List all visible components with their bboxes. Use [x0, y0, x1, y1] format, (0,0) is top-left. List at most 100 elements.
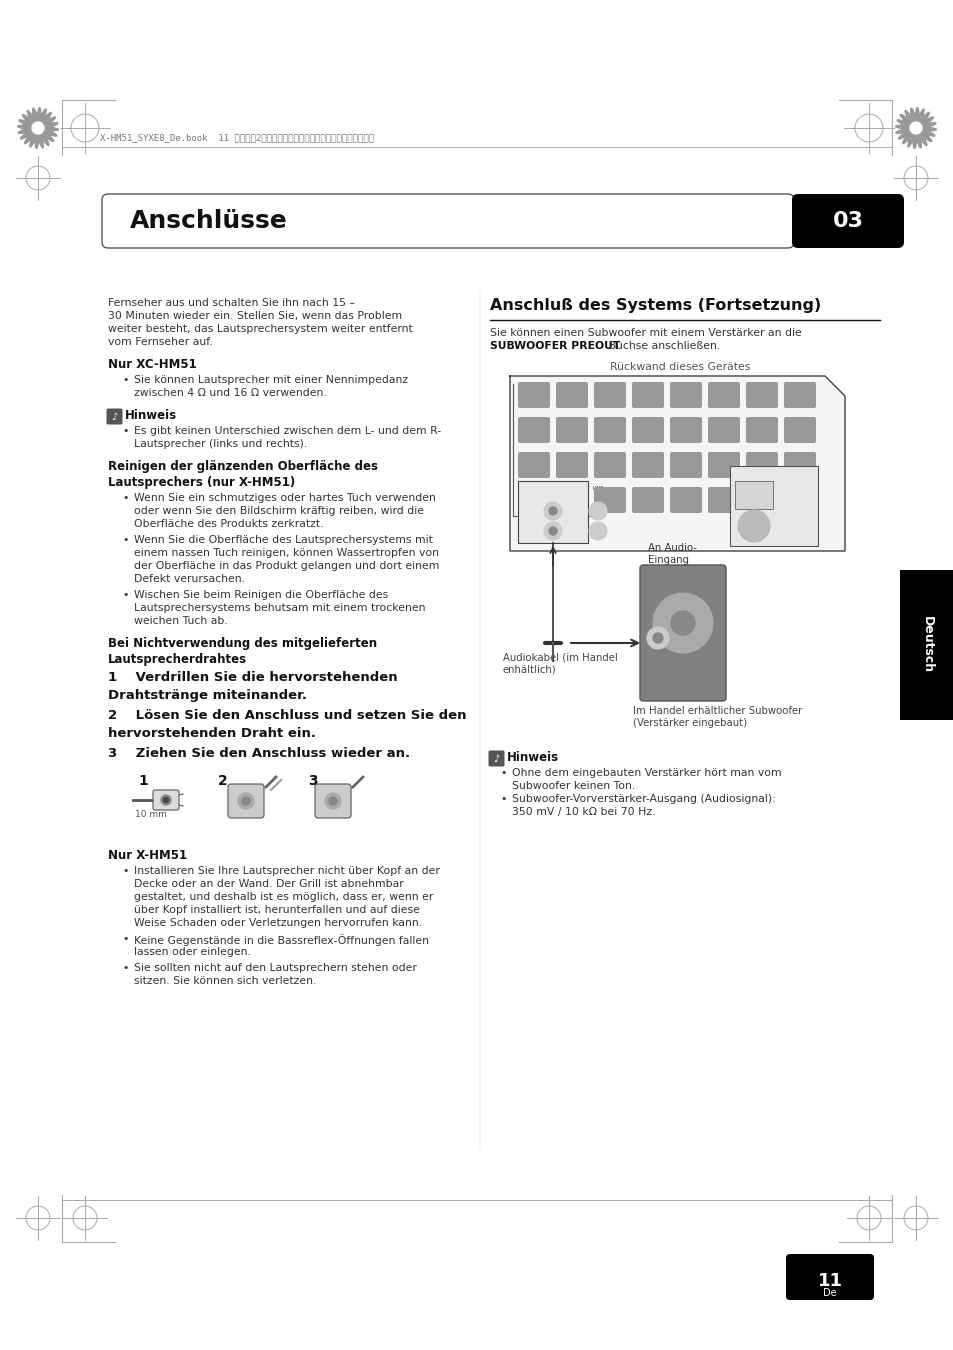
- FancyBboxPatch shape: [785, 1254, 873, 1300]
- Circle shape: [548, 508, 557, 514]
- Text: Wischen Sie beim Reinigen die Oberfläche des: Wischen Sie beim Reinigen die Oberfläche…: [133, 590, 388, 599]
- FancyBboxPatch shape: [669, 452, 701, 478]
- Text: Drahtstränge miteinander.: Drahtstränge miteinander.: [108, 688, 307, 702]
- Text: R: R: [573, 504, 578, 509]
- Polygon shape: [32, 122, 44, 134]
- Circle shape: [329, 796, 336, 805]
- Circle shape: [738, 510, 769, 541]
- FancyBboxPatch shape: [791, 194, 903, 248]
- Text: Keine Gegenstände in die Bassreflex-Öffnungen fallen: Keine Gegenstände in die Bassreflex-Öffn…: [133, 934, 429, 946]
- Text: Fernseher aus und schalten Sie ihn nach 15 –: Fernseher aus und schalten Sie ihn nach …: [108, 298, 355, 308]
- Polygon shape: [895, 108, 936, 148]
- Text: •: •: [122, 493, 129, 504]
- Text: der Oberfläche in das Produkt gelangen und dort einem: der Oberfläche in das Produkt gelangen u…: [133, 562, 439, 571]
- FancyBboxPatch shape: [488, 751, 504, 767]
- FancyBboxPatch shape: [107, 409, 122, 424]
- Circle shape: [161, 795, 171, 805]
- Text: Hinweis: Hinweis: [125, 409, 177, 423]
- Text: SUBWOOFER PREOUT: SUBWOOFER PREOUT: [490, 342, 619, 351]
- Text: Subwoofer keinen Ton.: Subwoofer keinen Ton.: [512, 782, 635, 791]
- Text: •: •: [122, 375, 129, 385]
- Text: •: •: [122, 963, 129, 973]
- Text: (Verstärker eingebaut): (Verstärker eingebaut): [633, 718, 746, 728]
- FancyBboxPatch shape: [783, 417, 815, 443]
- Circle shape: [543, 522, 561, 540]
- Bar: [517, 481, 587, 543]
- Text: Lautsprechers (nur X-HM51): Lautsprechers (nur X-HM51): [108, 477, 294, 489]
- Text: Deutsch: Deutsch: [920, 617, 933, 674]
- Text: Buchse anschließen.: Buchse anschließen.: [604, 342, 720, 351]
- Circle shape: [646, 626, 668, 649]
- Text: Defekt verursachen.: Defekt verursachen.: [133, 574, 245, 585]
- Text: Im Handel erhältlicher Subwoofer: Im Handel erhältlicher Subwoofer: [633, 706, 801, 716]
- Text: Wenn Sie die Oberfläche des Lautsprechersystems mit: Wenn Sie die Oberfläche des Lautsprecher…: [133, 535, 433, 545]
- Text: ♪: ♪: [493, 753, 499, 764]
- Text: 1    Verdrillen Sie die hervorstehenden: 1 Verdrillen Sie die hervorstehenden: [108, 671, 397, 684]
- Text: Es gibt keinen Unterschied zwischen dem L- und dem R-: Es gibt keinen Unterschied zwischen dem …: [133, 427, 440, 436]
- Text: L: L: [573, 522, 577, 529]
- Text: lassen oder einlegen.: lassen oder einlegen.: [133, 946, 251, 957]
- FancyBboxPatch shape: [745, 487, 778, 513]
- FancyBboxPatch shape: [102, 194, 793, 248]
- FancyBboxPatch shape: [707, 417, 740, 443]
- Circle shape: [548, 526, 557, 535]
- Text: 2: 2: [218, 774, 228, 788]
- FancyBboxPatch shape: [594, 382, 625, 408]
- Text: oder wenn Sie den Bildschirm kräftig reiben, wird die: oder wenn Sie den Bildschirm kräftig rei…: [133, 506, 423, 516]
- Text: gestaltet, und deshalb ist es möglich, dass er, wenn er: gestaltet, und deshalb ist es möglich, d…: [133, 892, 433, 902]
- FancyBboxPatch shape: [745, 382, 778, 408]
- Text: AM
LOOP: AM LOOP: [747, 485, 759, 493]
- Text: FM
UNIBAL
75Ω: FM UNIBAL 75Ω: [746, 521, 760, 535]
- FancyBboxPatch shape: [152, 790, 179, 810]
- FancyBboxPatch shape: [517, 452, 550, 478]
- FancyBboxPatch shape: [669, 487, 701, 513]
- FancyBboxPatch shape: [517, 382, 550, 408]
- Text: Hinweis: Hinweis: [506, 751, 558, 764]
- Circle shape: [543, 502, 561, 520]
- Circle shape: [588, 522, 606, 540]
- Bar: [734, 481, 772, 509]
- Text: 3: 3: [308, 774, 317, 788]
- Bar: [899, 570, 953, 720]
- Text: •: •: [122, 427, 129, 436]
- Text: Eingang: Eingang: [647, 555, 688, 566]
- Text: •: •: [499, 768, 506, 778]
- FancyBboxPatch shape: [745, 417, 778, 443]
- Text: 03: 03: [832, 211, 862, 231]
- Text: 11: 11: [817, 1272, 841, 1291]
- FancyBboxPatch shape: [556, 452, 587, 478]
- Text: Nur X-HM51: Nur X-HM51: [108, 849, 187, 863]
- Text: Sie können einen Subwoofer mit einem Verstärker an die: Sie können einen Subwoofer mit einem Ver…: [490, 328, 801, 338]
- Text: ♪: ♪: [112, 412, 117, 421]
- Circle shape: [163, 798, 169, 802]
- FancyBboxPatch shape: [631, 382, 663, 408]
- FancyBboxPatch shape: [594, 452, 625, 478]
- Circle shape: [242, 796, 250, 805]
- Polygon shape: [909, 122, 921, 134]
- Text: PREOUT: PREOUT: [519, 495, 543, 500]
- FancyBboxPatch shape: [707, 487, 740, 513]
- Text: zwischen 4 Ω und 16 Ω verwenden.: zwischen 4 Ω und 16 Ω verwenden.: [133, 387, 327, 398]
- Circle shape: [237, 792, 253, 809]
- Text: Anschlüsse: Anschlüsse: [130, 209, 288, 234]
- Text: weichen Tuch ab.: weichen Tuch ab.: [133, 616, 228, 626]
- Text: Oberfläche des Produkts zerkratzt.: Oberfläche des Produkts zerkratzt.: [133, 518, 323, 529]
- FancyBboxPatch shape: [517, 417, 550, 443]
- Text: ANTENNA: ANTENNA: [760, 471, 786, 477]
- FancyBboxPatch shape: [594, 487, 625, 513]
- Text: LINE: LINE: [592, 486, 603, 491]
- Text: An Audio-: An Audio-: [647, 543, 697, 554]
- Text: •: •: [122, 590, 129, 599]
- Text: •: •: [122, 535, 129, 545]
- Text: Lautsprechersystems behutsam mit einem trockenen: Lautsprechersystems behutsam mit einem t…: [133, 603, 425, 613]
- Text: 2    Lösen Sie den Anschluss und setzen Sie den: 2 Lösen Sie den Anschluss und setzen Sie…: [108, 709, 466, 722]
- FancyBboxPatch shape: [707, 452, 740, 478]
- FancyBboxPatch shape: [669, 417, 701, 443]
- FancyBboxPatch shape: [517, 487, 550, 513]
- Text: Audiokabel (im Handel: Audiokabel (im Handel: [502, 653, 618, 663]
- Text: Decke oder an der Wand. Der Grill ist abnehmbar: Decke oder an der Wand. Der Grill ist ab…: [133, 879, 403, 890]
- FancyBboxPatch shape: [669, 382, 701, 408]
- Circle shape: [588, 502, 606, 520]
- Text: 10 mm: 10 mm: [135, 810, 167, 819]
- Text: Sie sollten nicht auf den Lautsprechern stehen oder: Sie sollten nicht auf den Lautsprechern …: [133, 963, 416, 973]
